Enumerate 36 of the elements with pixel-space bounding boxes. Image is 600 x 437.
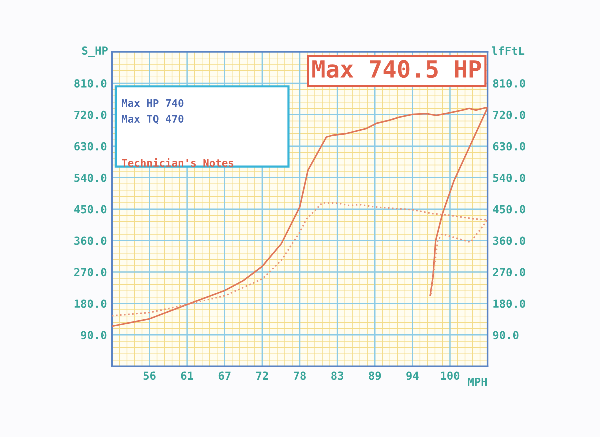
y-tick-label: 810.0 [74, 79, 107, 88]
x-tick-label: 78 [294, 372, 306, 380]
y2-tick-label: 90.0 [493, 331, 519, 340]
y2-tick-label: 450.0 [493, 205, 526, 214]
y-tick-label: 450.0 [74, 205, 107, 214]
chart-title: Max 740.5 HP [312, 60, 482, 78]
line-series [112, 202, 488, 317]
annotation: Technician's Notes [122, 158, 234, 168]
x-tick-label: 94 [406, 372, 419, 380]
x-tick-label: 67 [218, 372, 231, 380]
y-tick-label: 630.0 [74, 142, 107, 151]
annotation: Max HP 740 [122, 99, 184, 108]
y-axis-title: S_HP [82, 46, 108, 58]
y2-tick-label: 810.0 [493, 79, 526, 88]
y2-tick-label: 270.0 [493, 268, 526, 277]
y2-tick-label: 360.0 [493, 236, 526, 246]
y2-axis-title: lfFtL [492, 46, 525, 56]
annotation: Max TQ 470 [122, 115, 184, 124]
y-tick-label: 540.0 [74, 174, 107, 182]
line-series [112, 107, 488, 328]
y-tick-label: 720.0 [74, 110, 107, 120]
x-tick-label: 83 [332, 372, 344, 380]
y-tick-label: 180.0 [74, 300, 107, 308]
x-tick-label: 61 [181, 372, 194, 380]
y2-tick-label: 720.0 [493, 110, 526, 120]
y-tick-label: 360.0 [74, 236, 107, 246]
x-tick-label: 72 [256, 372, 268, 380]
x-tick-label: 100 [441, 372, 460, 380]
y2-tick-label: 540.0 [493, 174, 526, 182]
y2-tick-label: 630.0 [493, 142, 526, 151]
x-tick-label: 89 [369, 372, 382, 380]
x-axis-title: MPH [468, 378, 488, 386]
x-tick-label: 56 [144, 372, 156, 380]
y-tick-label: 90.0 [81, 331, 107, 340]
y2-tick-label: 180.0 [494, 300, 526, 308]
y-tick-label: 270.0 [74, 268, 107, 277]
